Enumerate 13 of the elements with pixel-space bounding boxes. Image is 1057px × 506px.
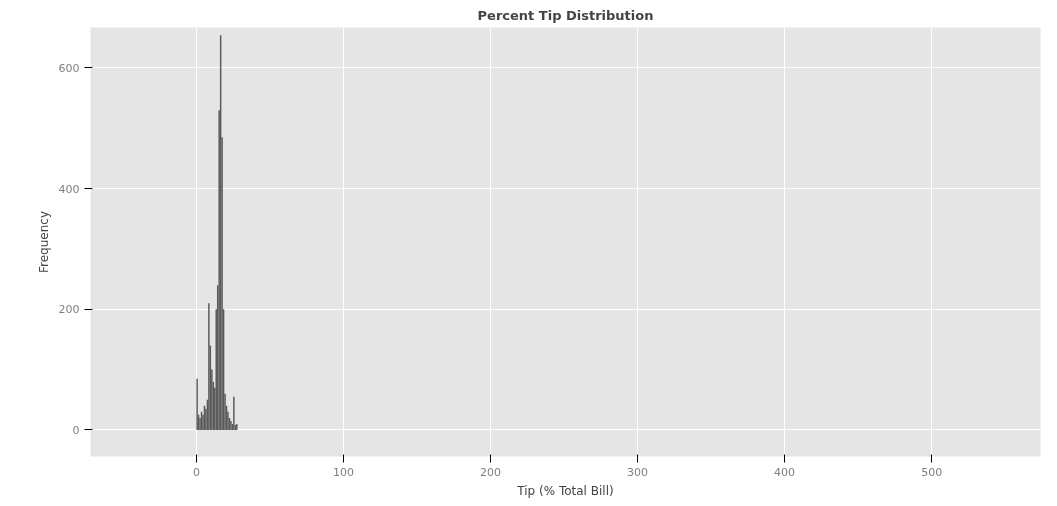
- y-tick-label: 0: [72, 423, 80, 437]
- chart-title: Percent Tip Distribution: [477, 7, 654, 23]
- y-tick-label: 600: [58, 61, 80, 75]
- x-tick-label: 400: [774, 465, 796, 479]
- y-tick-label: 200: [58, 303, 80, 317]
- x-tick-label: 500: [921, 465, 943, 479]
- x-tick-label: 300: [627, 465, 649, 479]
- x-tick-label: 100: [332, 465, 354, 479]
- y-axis-title: Frequency: [36, 211, 51, 273]
- x-tick-label: 200: [480, 465, 501, 479]
- y-tick-label: 400: [58, 182, 80, 196]
- x-axis-title: Tip (% Total Bill): [516, 483, 614, 498]
- x-tick-label: 0: [192, 465, 200, 479]
